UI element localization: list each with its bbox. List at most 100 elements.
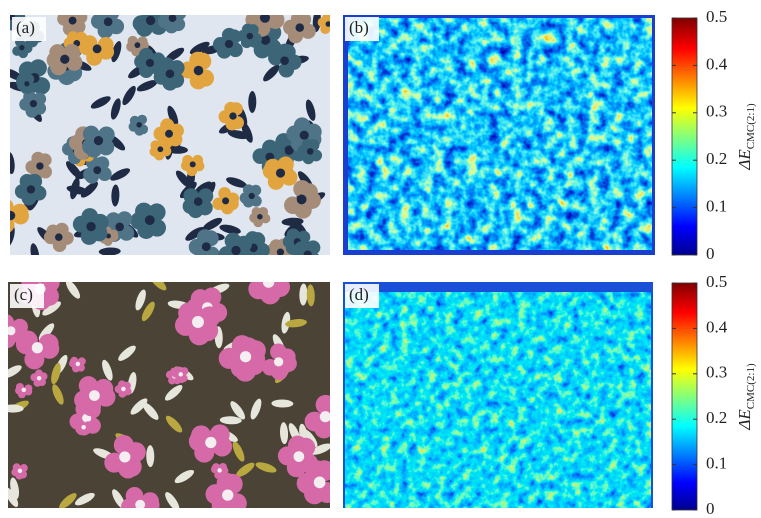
flower-center bbox=[19, 45, 24, 50]
panel-label: (a) bbox=[16, 18, 35, 37]
flower-center bbox=[22, 388, 26, 392]
flower-center bbox=[274, 357, 283, 366]
flower-center bbox=[314, 476, 326, 488]
petal bbox=[329, 21, 339, 31]
petal bbox=[0, 8, 10, 21]
flower-center bbox=[205, 437, 216, 448]
flower-center bbox=[93, 166, 101, 174]
colorbar bbox=[672, 283, 697, 510]
panel-label: (d) bbox=[349, 285, 369, 304]
flower-center bbox=[69, 17, 77, 25]
label-main: ΔE bbox=[735, 409, 754, 431]
flower-center bbox=[6, 211, 15, 220]
flower-center bbox=[231, 246, 240, 255]
flower-center bbox=[222, 197, 229, 204]
flower-center bbox=[32, 342, 43, 353]
flower-center bbox=[257, 214, 262, 219]
flower-center bbox=[135, 500, 145, 510]
map-b bbox=[348, 18, 652, 250]
tick-label: 0.4 bbox=[706, 54, 728, 73]
flower-center bbox=[30, 100, 37, 107]
flower-center bbox=[240, 351, 251, 362]
tick-label: 0.3 bbox=[706, 363, 727, 382]
petal bbox=[261, 0, 279, 17]
flower-center bbox=[169, 14, 177, 22]
petal bbox=[250, 263, 270, 283]
flower-center bbox=[229, 112, 236, 119]
flower-center bbox=[93, 44, 102, 53]
figure: (a)(b)(c)(d) 00.10.20.30.40.5ΔECMC(2:1)0… bbox=[0, 0, 761, 518]
tick-label: 0.1 bbox=[706, 454, 727, 473]
flower-center bbox=[222, 489, 233, 500]
petal bbox=[0, 323, 9, 339]
petal bbox=[307, 253, 322, 268]
flower-center bbox=[145, 215, 155, 225]
tick-label: 0.5 bbox=[706, 272, 727, 291]
flower-center bbox=[247, 33, 253, 39]
petal bbox=[4, 3, 17, 16]
flower-center bbox=[36, 162, 43, 169]
flower-center bbox=[37, 376, 41, 380]
flower-center bbox=[55, 233, 63, 241]
flower-center bbox=[294, 451, 305, 462]
petal bbox=[248, 279, 268, 299]
flower-center bbox=[179, 372, 183, 376]
label-main: ΔE bbox=[735, 149, 754, 171]
flower-center bbox=[89, 390, 100, 401]
flower-center bbox=[166, 69, 175, 78]
flower-center bbox=[18, 469, 22, 473]
colorbar-label: ΔECMC(2:1) bbox=[735, 363, 757, 431]
map-d bbox=[345, 292, 651, 508]
flower-center bbox=[326, 21, 332, 27]
flower-center bbox=[263, 276, 274, 287]
flower-center bbox=[249, 193, 255, 199]
petal bbox=[302, 256, 317, 271]
flower-center bbox=[6, 326, 15, 335]
flower-center bbox=[136, 122, 142, 128]
flower-center bbox=[76, 362, 80, 366]
colorbar-label: ΔECMC(2:1) bbox=[735, 103, 757, 171]
label-subscript: CMC(2:1) bbox=[745, 103, 757, 149]
panel-label: (c) bbox=[14, 285, 33, 304]
petal bbox=[24, 384, 32, 392]
flower-center bbox=[165, 130, 173, 138]
flower-center bbox=[157, 146, 163, 152]
colorbar bbox=[672, 18, 697, 255]
flower-center bbox=[304, 250, 312, 258]
flower-center bbox=[146, 59, 154, 67]
panel-label: (b) bbox=[349, 18, 369, 37]
flower-center bbox=[297, 194, 307, 204]
flower-center bbox=[135, 42, 141, 48]
flower-center bbox=[300, 131, 309, 140]
flower-center bbox=[81, 425, 85, 429]
flower-center bbox=[320, 411, 331, 422]
flower-center bbox=[24, 81, 29, 86]
flower-center bbox=[192, 316, 204, 328]
flower-center bbox=[277, 249, 284, 256]
flower-center bbox=[121, 387, 125, 391]
flower-center bbox=[296, 23, 305, 32]
flower-center bbox=[190, 161, 196, 167]
tick-label: 0 bbox=[706, 499, 715, 518]
flower-center bbox=[194, 66, 204, 76]
flower-center bbox=[260, 13, 270, 23]
petal bbox=[227, 192, 240, 205]
flower-center bbox=[27, 185, 35, 193]
flower-center bbox=[307, 148, 314, 155]
flower-center bbox=[94, 136, 103, 145]
flower-center bbox=[276, 168, 285, 177]
flower-center bbox=[202, 242, 211, 251]
flower-center bbox=[146, 16, 155, 25]
flower-center bbox=[119, 451, 130, 462]
label-subscript: CMC(2:1) bbox=[745, 363, 757, 409]
petal bbox=[0, 210, 9, 227]
flower-center bbox=[60, 55, 69, 64]
flower-center bbox=[225, 40, 233, 48]
tick-label: 0.2 bbox=[706, 149, 727, 168]
flower-center bbox=[115, 223, 124, 232]
tick-label: 0.5 bbox=[706, 7, 727, 26]
tick-label: 0.1 bbox=[706, 197, 727, 216]
tick-label: 0 bbox=[706, 244, 715, 263]
flower-center bbox=[86, 222, 95, 231]
flower-center bbox=[217, 468, 221, 472]
